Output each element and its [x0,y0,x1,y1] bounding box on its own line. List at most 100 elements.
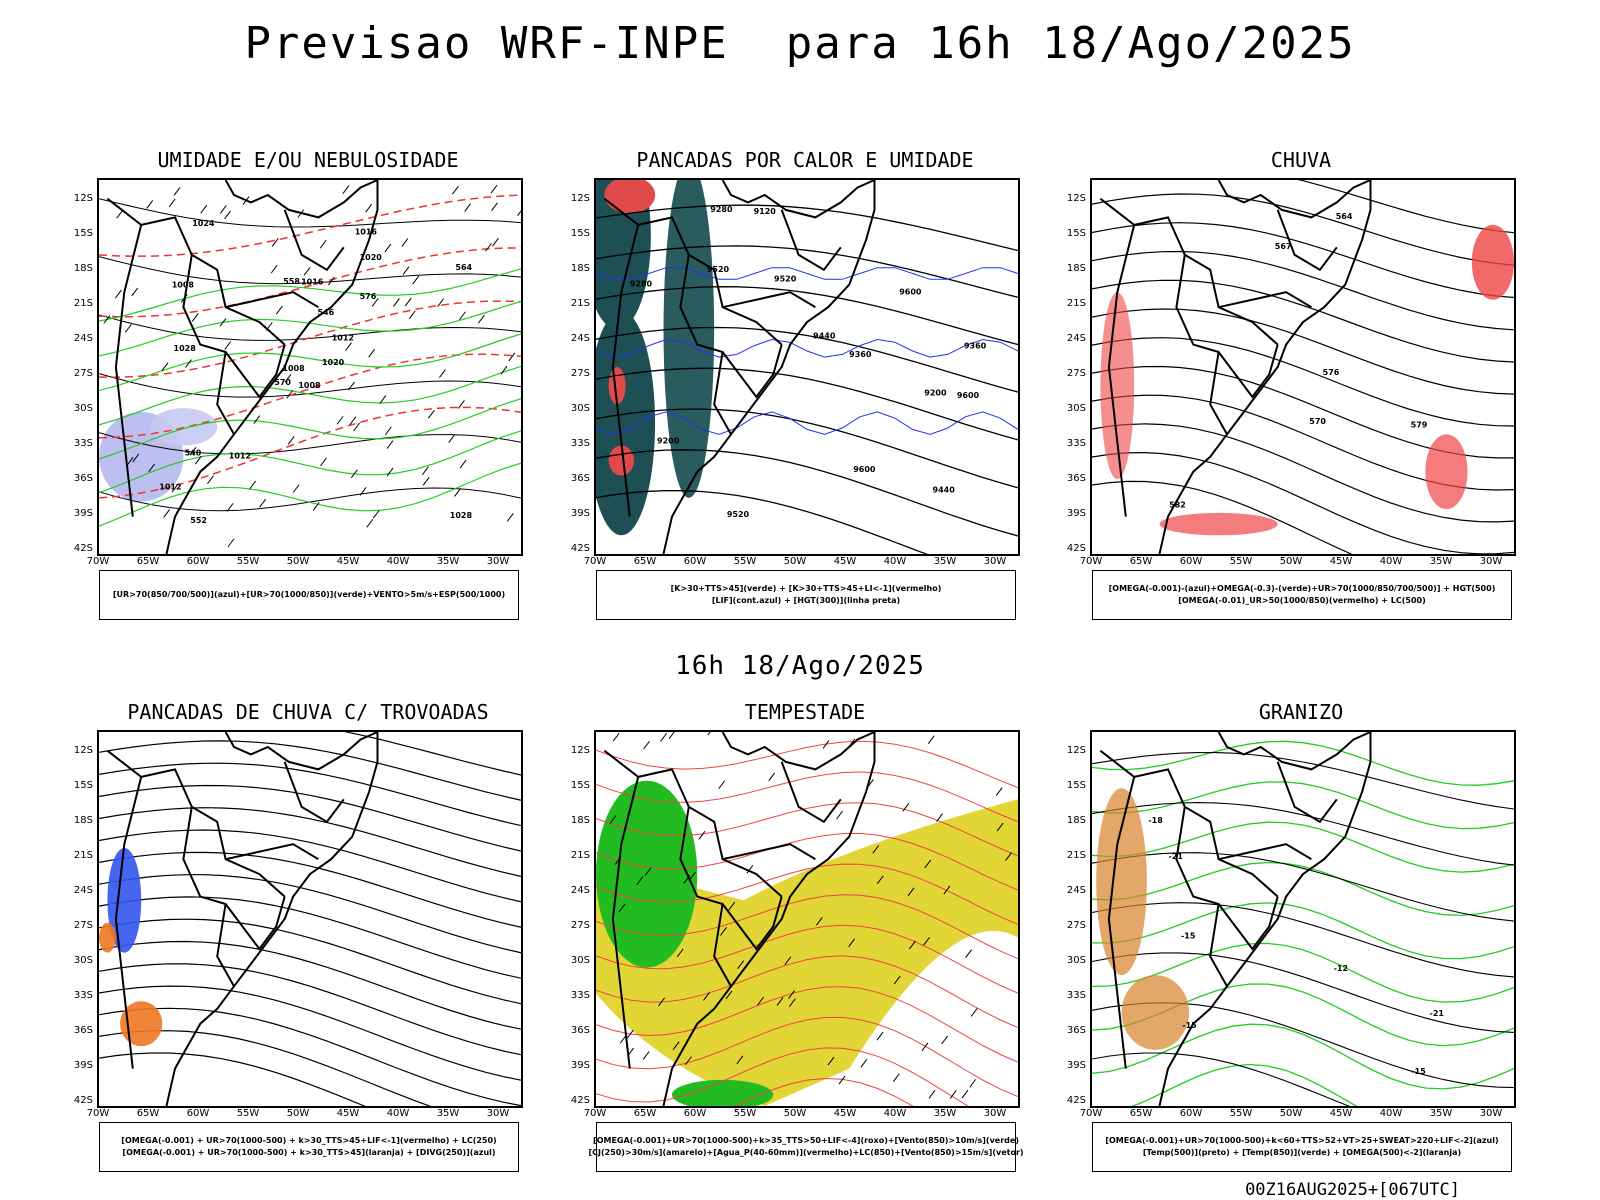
lon-tick-label: 60W [186,556,210,567]
lon-tick-label: 55W [1229,556,1253,567]
p4-title: PANCADAS DE CHUVA C/ TROVOADAS [127,700,489,724]
svg-text:9360: 9360 [964,341,987,350]
lat-tick-label: 18S [570,263,590,274]
lon-tick-label: 50W [783,556,807,567]
svg-text:9520: 9520 [707,265,730,274]
lon-tick-label: 45W [336,1108,360,1119]
lat-tick-label: 42S [1066,1095,1086,1106]
lon-tick-label: 45W [833,1108,857,1119]
lon-tick-label: 60W [683,1108,707,1119]
lat-tick-label: 36S [73,1025,93,1036]
lat-tick-label: 42S [570,1095,590,1106]
svg-text:1020: 1020 [322,358,345,367]
lat-tick-label: 12S [1066,745,1086,756]
lon-tick-label: 45W [833,556,857,567]
svg-text:1028: 1028 [174,344,197,353]
lon-tick-label: 35W [933,1108,957,1119]
lat-tick-label: 33S [570,438,590,449]
svg-text:-15: -15 [1411,1067,1426,1076]
svg-text:582: 582 [1169,500,1186,509]
lon-tick-label: 55W [236,556,260,567]
lat-tick-label: 30S [570,403,590,414]
forecast-date: 16h 18/Ago/2025 [675,651,925,681]
p1-map: 1008 1008 1008 1012 1012 1012 1016 1016 1020 1020… [97,178,523,556]
lat-tick-label: 39S [1066,508,1086,519]
lat-tick-label: 27S [570,920,590,931]
lon-tick-label: 30W [486,1108,510,1119]
legend-line: [OMEGA(-0.01)_UR>50(1000/850)(vermelho) … [1178,596,1426,605]
lat-tick-label: 21S [1066,850,1086,861]
lat-tick-label: 33S [1066,438,1086,449]
lat-tick-label: 33S [73,990,93,1001]
lat-tick-label: 27S [1066,368,1086,379]
lon-tick-label: 40W [883,1108,907,1119]
lon-tick-label: 65W [136,1108,160,1119]
lon-tick-label: 40W [386,556,410,567]
lat-tick-label: 33S [1066,990,1086,1001]
legend-line: [OMEGA(-0.001) + UR>70(1000-500) + k>30_… [122,1148,496,1157]
p5-legend: [OMEGA(-0.001)+UR>70(1000-500)+k>35_TTS>… [588,1122,1024,1172]
lon-tick-label: 40W [386,1108,410,1119]
lon-tick-label: 70W [86,556,110,567]
lon-tick-label: 30W [983,556,1007,567]
p1-title: UMIDADE E/OU NEBULOSIDADE [157,148,459,172]
lat-tick-label: 21S [1066,298,1086,309]
svg-text:9600: 9600 [899,287,922,296]
lon-tick-label: 65W [1129,556,1153,567]
p5-map [594,730,1020,1108]
lon-tick-label: 50W [286,556,310,567]
p6-legend: [OMEGA(-0.001)+UR>70(1000-500)+k<60+TTS>… [1092,1122,1512,1172]
lat-tick-label: 39S [73,508,93,519]
lat-tick-label: 24S [73,885,93,896]
lon-tick-label: 55W [733,556,757,567]
lat-tick-label: 21S [73,298,93,309]
p2-map-graphic: 9600 9600 9600 9520 9520 9520 9440 9440 9360 9360… [596,180,1018,554]
lon-tick-label: 35W [436,1108,460,1119]
lon-tick-label: 30W [983,1108,1007,1119]
p5-map-graphic [596,732,1018,1106]
p4-legend: [OMEGA(-0.001) + UR>70(1000-500) + k>30_… [99,1122,519,1172]
lat-tick-label: 21S [73,850,93,861]
lat-tick-label: 33S [73,438,93,449]
lat-tick-label: 15S [1066,228,1086,239]
legend-line: [Temp(500)](preto) + [Temp(850)](verde) … [1142,1148,1462,1157]
lon-tick-label: 55W [236,1108,260,1119]
svg-text:9520: 9520 [774,274,797,283]
lat-tick-label: 42S [570,543,590,554]
svg-text:9200: 9200 [657,436,680,445]
legend-line: [OMEGA(-0.001) + UR>70(1000-500) + k>30_… [121,1136,497,1145]
svg-text:9600: 9600 [853,465,876,474]
svg-text:1016: 1016 [355,227,378,236]
svg-text:564: 564 [455,263,472,272]
lat-tick-label: 30S [1066,403,1086,414]
run-timestamp: 00Z16AUG2025+[067UTC] [1245,1180,1460,1200]
lon-tick-label: 55W [1229,1108,1253,1119]
lat-tick-label: 27S [73,920,93,931]
p3-map-graphic: 582 579 576 570 567 564 [1092,180,1514,554]
lon-tick-label: 50W [783,1108,807,1119]
lat-tick-label: 18S [73,815,93,826]
lon-tick-label: 45W [1329,1108,1353,1119]
lon-tick-label: 45W [336,556,360,567]
lat-tick-label: 12S [73,745,93,756]
svg-text:1008: 1008 [282,364,305,373]
svg-text:1012: 1012 [332,334,354,343]
svg-text:1016: 1016 [301,278,324,287]
lon-tick-label: 40W [883,556,907,567]
svg-text:9600: 9600 [957,391,980,400]
lat-tick-label: 42S [73,1095,93,1106]
svg-text:570: 570 [1309,417,1326,426]
lat-tick-label: 24S [1066,885,1086,896]
svg-text:579: 579 [1411,420,1428,429]
p4-map [97,730,523,1108]
svg-text:-21: -21 [1430,1009,1445,1018]
lat-tick-label: 24S [570,885,590,896]
legend-line: [OMEGA(-0.001)+UR>70(1000-500)+k>35_TTS>… [593,1136,1019,1145]
lat-tick-label: 36S [570,473,590,484]
lat-tick-label: 21S [570,850,590,861]
lon-tick-label: 30W [1479,556,1503,567]
page-title: Previsao WRF-INPE para 16h 18/Ago/2025 [244,18,1356,69]
lat-tick-label: 18S [1066,815,1086,826]
lat-tick-label: 24S [570,333,590,344]
lat-tick-label: 12S [570,745,590,756]
